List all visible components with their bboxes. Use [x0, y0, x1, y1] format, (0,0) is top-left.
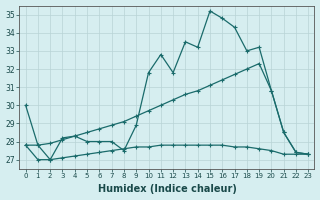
X-axis label: Humidex (Indice chaleur): Humidex (Indice chaleur): [98, 184, 236, 194]
